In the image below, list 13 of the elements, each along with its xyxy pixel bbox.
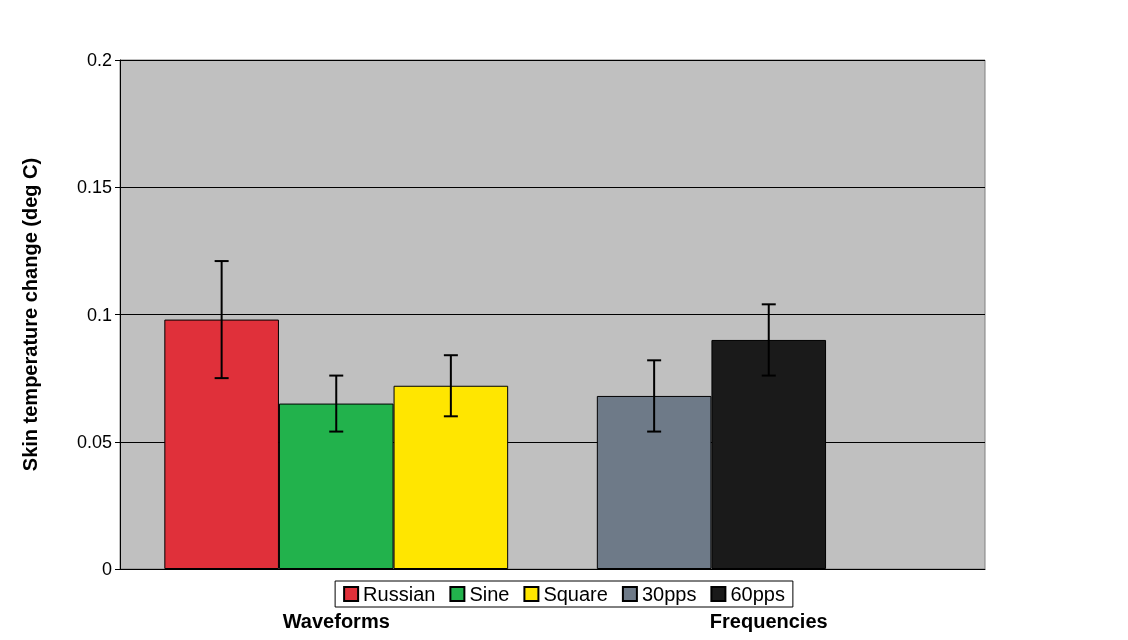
legend-label: 60pps xyxy=(730,583,785,605)
x-tick-label: Frequencies xyxy=(709,610,828,632)
legend-label: Sine xyxy=(469,583,510,605)
legend-label: Russian xyxy=(363,583,436,605)
x-tick-label: Waveforms xyxy=(282,610,390,632)
y-tick-label: 0.1 xyxy=(86,304,112,325)
legend-label: 30pps xyxy=(641,583,697,605)
y-axis-title: Skin temperature change (deg C) xyxy=(19,157,41,472)
legend-label: Square xyxy=(543,583,608,605)
y-tick-label: 0 xyxy=(101,559,112,579)
y-tick-label: 0.05 xyxy=(76,431,112,452)
y-tick-label: 0.2 xyxy=(86,50,112,70)
y-tick-label: 0.15 xyxy=(76,177,112,198)
